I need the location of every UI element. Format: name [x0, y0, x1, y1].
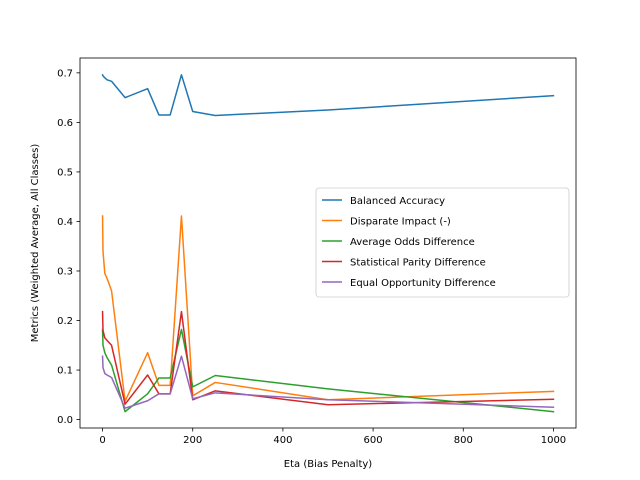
legend-label-2: Average Odds Difference	[350, 237, 475, 248]
series-line-0	[101, 73, 555, 117]
legend-items: Balanced Accuracy Disparate Impact (-) Ave…	[322, 196, 496, 289]
y-axis-ticks: 0.0 0.1 0.2 0.3 0.4 0.5 0.6 0.7	[57, 68, 80, 426]
legend-label-0: Balanced Accuracy	[350, 196, 445, 207]
y-tick-label: 0.7	[57, 68, 73, 79]
series-layer	[101, 73, 555, 413]
series-line-4	[101, 355, 555, 409]
x-tick-label: 1000	[541, 435, 566, 446]
legend-box	[315, 187, 570, 298]
plot-frame	[79, 57, 577, 429]
y-tick-label: 0.1	[57, 366, 73, 377]
series-line-3	[101, 310, 555, 406]
series-line-1	[101, 215, 555, 402]
x-tick-label: 400	[273, 435, 292, 446]
y-tick-label: 0.6	[57, 118, 73, 129]
x-tick-label: 200	[183, 435, 202, 446]
y-tick-label: 0.0	[57, 415, 73, 426]
x-axis-ticks: 0 200 400 600 800 1000	[99, 428, 566, 446]
x-tick-label: 600	[364, 435, 383, 446]
x-tick-label: 800	[454, 435, 473, 446]
y-tick-label: 0.2	[57, 316, 73, 327]
x-tick-label: 0	[99, 435, 105, 446]
y-tick-label: 0.4	[57, 217, 73, 228]
y-axis-label: Metrics (Weighted Average, All Classes)	[30, 144, 41, 343]
y-tick-label: 0.3	[57, 266, 73, 277]
y-tick-label: 0.5	[57, 167, 73, 178]
legend-label-1: Disparate Impact (-)	[350, 217, 451, 228]
legend: Balanced Accuracy Disparate Impact (-) Ave…	[315, 187, 570, 298]
x-axis-label: Eta (Bias Penalty)	[284, 459, 373, 470]
series-line-2	[101, 328, 555, 413]
legend-label-4: Equal Opportunity Difference	[350, 278, 496, 289]
legend-label-3: Statistical Parity Difference	[350, 258, 486, 269]
